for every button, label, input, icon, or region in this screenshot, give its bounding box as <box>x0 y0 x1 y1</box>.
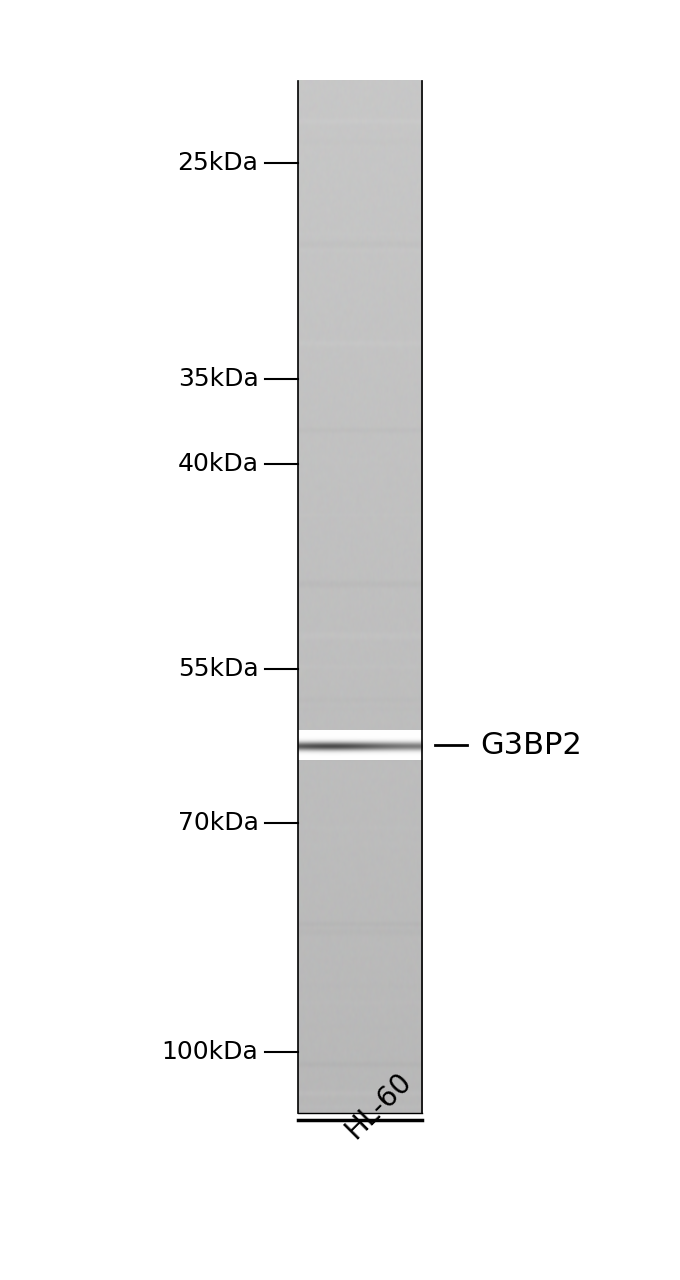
Text: 40kDa: 40kDa <box>177 452 258 476</box>
Text: 25kDa: 25kDa <box>177 151 258 175</box>
Text: 70kDa: 70kDa <box>177 812 258 836</box>
Text: G3BP2: G3BP2 <box>480 731 582 760</box>
Text: 35kDa: 35kDa <box>177 366 258 390</box>
Text: 100kDa: 100kDa <box>162 1039 258 1064</box>
Text: HL-60: HL-60 <box>340 1066 417 1144</box>
Text: 55kDa: 55kDa <box>177 657 258 681</box>
